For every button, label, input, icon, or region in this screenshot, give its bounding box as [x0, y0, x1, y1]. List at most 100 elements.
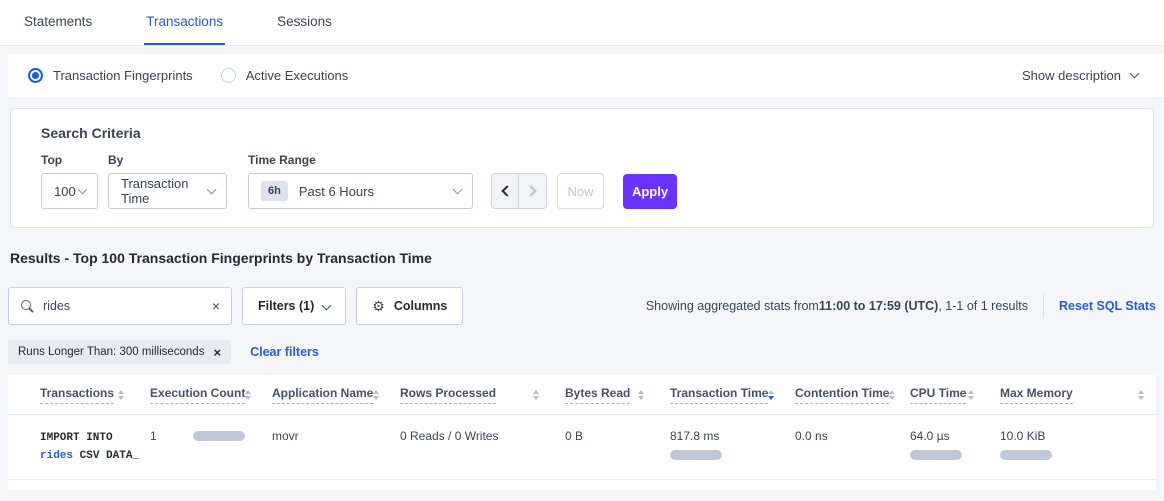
remove-filter-icon[interactable]: ×	[213, 344, 222, 360]
execution-count-bar	[192, 431, 245, 441]
gear-icon: ⚙	[372, 297, 385, 314]
vertical-divider	[1042, 294, 1044, 318]
transaction-time-value: 817.8 ms	[670, 429, 720, 443]
tab-transactions[interactable]: Transactions	[144, 0, 226, 45]
chevron-down-icon	[77, 184, 88, 194]
show-description-label: Show description	[1022, 68, 1121, 83]
sort-icon	[638, 389, 644, 400]
clear-filters-link[interactable]: Clear filters	[250, 345, 319, 359]
column-header-cpu-time[interactable]: CPU Time	[910, 386, 1000, 404]
by-select-value: Transaction Time	[121, 176, 189, 206]
time-range-label: Time Range	[248, 153, 316, 167]
by-field: By Transaction Time	[108, 153, 248, 209]
columns-button[interactable]: ⚙ Columns	[356, 287, 464, 325]
time-prev-button[interactable]	[492, 174, 519, 208]
sort-icon	[533, 389, 539, 400]
sort-icon	[889, 389, 896, 400]
sort-icon	[118, 389, 124, 400]
chevron-left-icon	[500, 185, 513, 197]
radio-label: Active Executions	[245, 68, 349, 83]
column-header-execution-count[interactable]: Execution Count	[150, 386, 272, 404]
stats-suffix: , 1-1 of 1 results	[938, 299, 1028, 313]
results-toolbar: rides × Filters (1) ⚙ Columns Showing ag…	[8, 287, 1156, 325]
cell-transaction-time: 817.8 ms	[670, 429, 795, 465]
filter-chip-label: Runs Longer Than: 300 milliseconds	[18, 346, 205, 358]
time-next-button[interactable]	[519, 174, 546, 208]
time-range-value: Past 6 Hours	[298, 183, 374, 199]
stats-prefix: Showing aggregated stats from	[645, 299, 819, 313]
chevron-down-icon	[206, 184, 217, 194]
filter-chip: Runs Longer Than: 300 milliseconds ×	[8, 340, 232, 364]
show-description-toggle[interactable]: Show description	[1022, 68, 1140, 83]
view-toggle-bar: Transaction Fingerprints Active Executio…	[8, 54, 1164, 97]
top-label: Top	[41, 153, 63, 167]
chevron-down-icon	[452, 184, 463, 194]
chevron-right-icon	[525, 185, 537, 197]
search-criteria-form: Top 100 By Transaction Time Time Range 6…	[41, 153, 1123, 209]
columns-button-label: Columns	[393, 299, 448, 313]
results-table: Transactions Execution Count Application…	[8, 375, 1156, 491]
cell-max-memory: 10.0 KiB	[1000, 429, 1156, 465]
cell-bytes-read: 0 B	[565, 429, 584, 443]
cell-contention-time: 0.0 ns	[795, 429, 828, 443]
table-row[interactable]: IMPORT INTO rides CSV DATA_ 1 movr 0 Rea…	[8, 415, 1156, 481]
filters-button[interactable]: Filters (1)	[242, 287, 347, 325]
time-range-badge: 6h	[261, 181, 288, 201]
cpu-time-value: 64.0 µs	[910, 429, 950, 443]
search-criteria-panel: Search Criteria Top 100 By Transaction T…	[10, 108, 1154, 228]
column-header-transactions[interactable]: Transactions	[40, 386, 150, 404]
top-select[interactable]: 100	[41, 173, 98, 209]
column-header-transaction-time[interactable]: Transaction Time	[670, 386, 795, 404]
clear-search-icon[interactable]: ×	[211, 298, 220, 314]
radio-transaction-fingerprints[interactable]: Transaction Fingerprints	[28, 68, 193, 83]
tab-sessions[interactable]: Sessions	[277, 14, 332, 29]
results-title: Results - Top 100 Transaction Fingerprin…	[10, 250, 432, 266]
transaction-sql-line2: rides CSV DATA_	[40, 450, 140, 463]
now-button[interactable]: Now	[557, 173, 604, 209]
chevron-down-icon	[321, 300, 332, 310]
radio-active-executions[interactable]: Active Executions	[220, 68, 349, 83]
transaction-time-bar	[670, 450, 722, 460]
execution-count-value: 1	[150, 429, 157, 443]
time-range-field: Time Range 6h Past 6 Hours	[248, 153, 473, 209]
active-filters-row: Runs Longer Than: 300 milliseconds × Cle…	[8, 340, 1164, 364]
stats-time-range: 11:00 to 17:59 (UTC)	[818, 299, 939, 313]
results-search-input[interactable]: rides ×	[8, 287, 232, 325]
filters-button-label: Filters (1)	[258, 299, 315, 313]
apply-button[interactable]: Apply	[623, 174, 677, 209]
tab-bar: Statements Transactions Sessions	[0, 0, 1164, 46]
time-window-arrows	[491, 173, 547, 209]
column-header-bytes-read[interactable]: Bytes Read	[565, 386, 670, 404]
radio-label: Transaction Fingerprints	[53, 68, 193, 83]
column-header-max-memory[interactable]: Max Memory	[1000, 386, 1156, 404]
chevron-down-icon	[1129, 68, 1140, 79]
transaction-sql-line1: IMPORT INTO	[40, 432, 113, 444]
cell-execution-count: 1	[150, 429, 272, 465]
top-field: Top 100	[41, 153, 108, 209]
cell-cpu-time: 64.0 µs	[910, 429, 1000, 465]
search-criteria-title: Search Criteria	[41, 125, 141, 141]
search-icon	[20, 299, 34, 313]
radio-selected-icon	[28, 68, 43, 83]
cell-transaction-fingerprint: IMPORT INTO rides CSV DATA_	[40, 429, 150, 465]
sort-icon	[1138, 389, 1144, 400]
transaction-fingerprint-link[interactable]: rides	[40, 450, 74, 463]
column-header-contention-time[interactable]: Contention Time	[795, 386, 910, 404]
column-header-rows-processed[interactable]: Rows Processed	[400, 386, 565, 404]
by-select[interactable]: Transaction Time	[108, 173, 227, 209]
cell-application-name: movr	[272, 429, 299, 443]
top-select-value: 100	[54, 183, 76, 199]
cpu-time-bar	[910, 450, 962, 460]
max-memory-bar	[1000, 450, 1052, 460]
cell-rows-processed: 0 Reads / 0 Writes	[400, 429, 499, 443]
time-range-select[interactable]: 6h Past 6 Hours	[248, 173, 473, 209]
sort-icon	[373, 389, 380, 400]
search-input-value: rides	[43, 299, 71, 313]
reset-sql-stats-link[interactable]: Reset SQL Stats	[1058, 299, 1156, 313]
by-label: By	[108, 153, 124, 167]
tab-statements[interactable]: Statements	[24, 14, 93, 29]
sort-icon-descending	[768, 389, 775, 400]
table-header-row: Transactions Execution Count Application…	[8, 375, 1156, 415]
column-header-application-name[interactable]: Application Name	[272, 386, 400, 404]
aggregated-stats-text: Showing aggregated stats from 11:00 to 1…	[646, 294, 1156, 318]
